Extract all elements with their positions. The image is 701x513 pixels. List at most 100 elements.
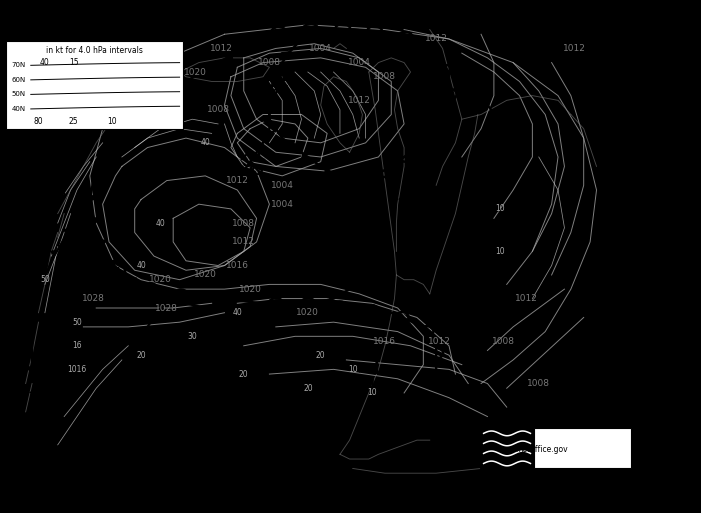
Polygon shape: [137, 347, 145, 354]
Polygon shape: [478, 95, 486, 102]
Text: 50N: 50N: [11, 91, 26, 97]
Polygon shape: [153, 97, 162, 104]
Polygon shape: [99, 239, 108, 246]
Text: 40: 40: [200, 139, 210, 147]
Text: 30: 30: [188, 332, 197, 341]
Polygon shape: [128, 415, 135, 422]
Text: 1020: 1020: [239, 285, 261, 293]
Text: L: L: [53, 173, 63, 188]
Polygon shape: [108, 260, 118, 266]
Polygon shape: [158, 305, 166, 312]
Text: L: L: [39, 126, 48, 141]
Polygon shape: [94, 171, 102, 180]
Text: H: H: [114, 267, 127, 283]
Polygon shape: [29, 388, 36, 396]
Text: 25: 25: [69, 117, 79, 126]
Text: 1008: 1008: [232, 219, 255, 228]
Polygon shape: [128, 392, 135, 399]
Text: 10: 10: [367, 388, 377, 398]
Polygon shape: [50, 249, 58, 256]
Bar: [479, 428, 534, 468]
Text: 1029: 1029: [89, 282, 128, 296]
Polygon shape: [131, 437, 139, 444]
Polygon shape: [494, 205, 503, 212]
Text: 1016: 1016: [374, 337, 396, 346]
Text: 1012: 1012: [232, 238, 255, 246]
Text: L: L: [374, 362, 383, 377]
Text: metoffice.gov: metoffice.gov: [516, 445, 569, 454]
Text: H: H: [477, 291, 489, 306]
Polygon shape: [76, 207, 85, 213]
Polygon shape: [200, 68, 209, 75]
Text: 1012: 1012: [563, 44, 585, 53]
Polygon shape: [269, 305, 280, 311]
Polygon shape: [93, 216, 102, 224]
Polygon shape: [179, 298, 189, 304]
Text: 1008: 1008: [207, 105, 230, 114]
Text: 1012: 1012: [210, 44, 233, 53]
Polygon shape: [268, 71, 276, 79]
Polygon shape: [132, 113, 142, 120]
Text: 1011: 1011: [348, 377, 388, 390]
Polygon shape: [281, 51, 290, 58]
Polygon shape: [25, 341, 32, 349]
Text: 1015: 1015: [397, 197, 436, 211]
Polygon shape: [27, 318, 34, 325]
Polygon shape: [299, 300, 310, 307]
Text: 10: 10: [496, 247, 505, 256]
Text: 1004: 1004: [271, 200, 294, 209]
Text: 1028: 1028: [81, 294, 104, 303]
Polygon shape: [369, 263, 379, 270]
Text: 1008: 1008: [527, 379, 550, 388]
Polygon shape: [25, 365, 32, 372]
Polygon shape: [511, 160, 519, 167]
Bar: [6, 42, 183, 129]
Polygon shape: [347, 183, 357, 189]
Polygon shape: [279, 137, 288, 144]
Text: 60N: 60N: [11, 77, 26, 83]
Text: 1012: 1012: [226, 176, 249, 185]
Text: 1020: 1020: [162, 86, 184, 95]
Text: 80: 80: [34, 117, 43, 126]
Text: 10: 10: [348, 365, 358, 374]
Polygon shape: [151, 289, 161, 296]
Polygon shape: [261, 93, 269, 101]
Text: 1004: 1004: [271, 181, 294, 190]
Polygon shape: [329, 294, 338, 301]
Text: 1012: 1012: [515, 294, 538, 303]
Polygon shape: [128, 278, 137, 284]
Text: 1008: 1008: [374, 72, 396, 81]
Text: 1016: 1016: [226, 261, 249, 270]
Polygon shape: [238, 306, 250, 312]
Text: 40: 40: [136, 261, 146, 270]
Polygon shape: [89, 194, 97, 202]
Polygon shape: [263, 116, 272, 124]
Polygon shape: [132, 369, 139, 377]
Polygon shape: [325, 169, 333, 175]
Text: 1028: 1028: [156, 304, 178, 312]
Text: 1020: 1020: [297, 308, 320, 317]
Text: 1004: 1004: [348, 58, 371, 67]
Text: 1008: 1008: [492, 337, 515, 346]
Polygon shape: [208, 303, 219, 309]
Text: 15: 15: [69, 58, 79, 67]
Polygon shape: [258, 144, 266, 151]
Text: 979: 979: [235, 164, 264, 178]
Polygon shape: [376, 220, 385, 227]
Text: 1012: 1012: [428, 337, 451, 346]
Text: 20: 20: [136, 351, 146, 360]
Text: 1012: 1012: [425, 34, 448, 44]
Text: 40: 40: [156, 219, 165, 228]
Text: 10: 10: [107, 117, 117, 126]
Polygon shape: [43, 435, 52, 441]
Text: 1008: 1008: [258, 58, 281, 67]
Bar: [534, 428, 630, 468]
Text: 1015: 1015: [13, 141, 52, 154]
Text: H: H: [422, 183, 435, 198]
Text: 40: 40: [233, 308, 243, 317]
Text: 1020: 1020: [193, 270, 217, 280]
Polygon shape: [112, 130, 122, 137]
Polygon shape: [176, 83, 185, 89]
Polygon shape: [457, 77, 465, 83]
Polygon shape: [62, 228, 71, 234]
